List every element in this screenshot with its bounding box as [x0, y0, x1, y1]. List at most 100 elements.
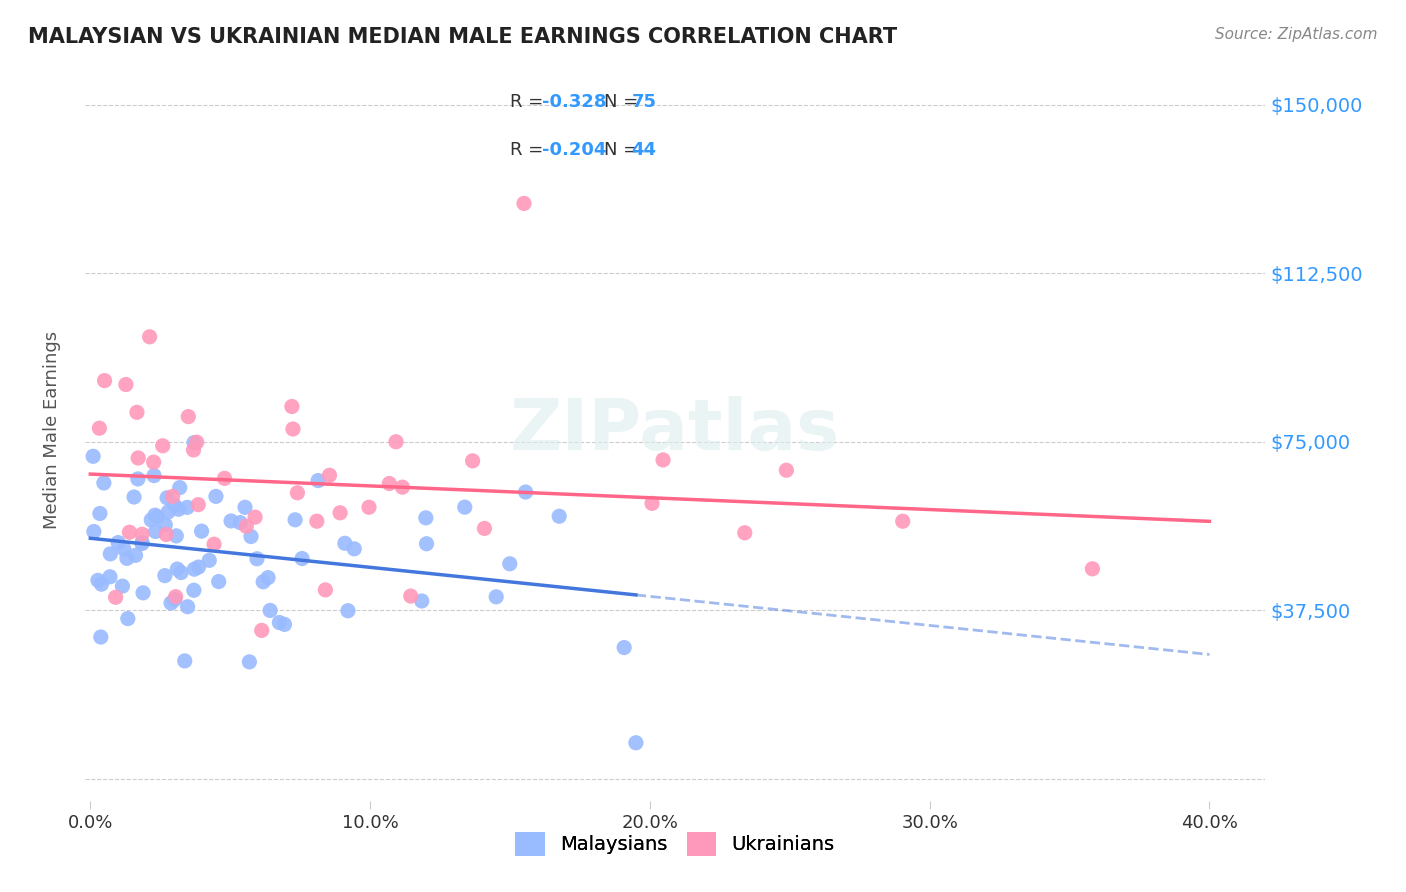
Point: [167, 502, 190, 516]
Point: [187, 560, 209, 574]
Point: [273, 617, 295, 632]
Point: [269, 615, 291, 630]
Point: [307, 474, 329, 488]
Point: [98, 547, 121, 561]
Point: [238, 655, 260, 669]
Point: [229, 516, 252, 530]
Text: MALAYSIAN VS UKRAINIAN MEDIAN MALE EARNINGS CORRELATION CHART: MALAYSIAN VS UKRAINIAN MEDIAN MALE EARNI…: [28, 27, 897, 46]
Point: [125, 405, 148, 419]
Point: [170, 566, 193, 580]
Point: [183, 435, 205, 450]
Text: 75: 75: [631, 93, 657, 111]
Point: [284, 513, 307, 527]
Point: [160, 596, 183, 610]
Point: [252, 574, 274, 589]
Point: [138, 330, 160, 344]
Point: [357, 500, 380, 515]
Point: [411, 594, 433, 608]
Point: [155, 527, 177, 541]
Point: [89, 507, 111, 521]
Point: [548, 509, 571, 524]
Point: [169, 481, 191, 495]
Text: -0.204: -0.204: [541, 141, 606, 159]
Point: [124, 549, 146, 563]
Point: [415, 511, 437, 525]
Point: [163, 499, 186, 513]
Point: [131, 535, 153, 549]
Point: [145, 524, 167, 539]
Legend: Malaysians, Ukrainians: Malaysians, Ukrainians: [506, 822, 845, 865]
Point: [233, 500, 256, 515]
Text: R =: R =: [510, 141, 548, 159]
Point: [485, 590, 508, 604]
Point: [87, 574, 110, 588]
Point: [734, 525, 756, 540]
Point: [499, 557, 522, 571]
Point: [117, 611, 139, 625]
Point: [219, 514, 242, 528]
Point: [513, 196, 536, 211]
Point: [183, 442, 205, 457]
Text: -0.328: -0.328: [541, 93, 606, 111]
Point: [118, 525, 141, 540]
Point: [243, 510, 266, 524]
Y-axis label: Median Male Earnings: Median Male Earnings: [44, 331, 60, 530]
Point: [132, 586, 155, 600]
Point: [314, 582, 336, 597]
Point: [173, 654, 195, 668]
Point: [177, 409, 200, 424]
Point: [287, 485, 309, 500]
Point: [205, 489, 228, 503]
Point: [176, 500, 198, 515]
Point: [378, 476, 401, 491]
Point: [305, 514, 328, 528]
Point: [143, 468, 166, 483]
Point: [641, 496, 664, 510]
Point: [190, 524, 212, 538]
Point: [90, 630, 112, 644]
Point: [89, 421, 111, 435]
Point: [146, 509, 169, 524]
Point: [259, 603, 281, 617]
Point: [127, 472, 149, 486]
Point: [90, 577, 112, 591]
Point: [142, 455, 165, 469]
Point: [281, 422, 304, 436]
Point: [474, 521, 496, 535]
Point: [122, 490, 145, 504]
Point: [391, 480, 413, 494]
Point: [461, 454, 484, 468]
Point: [208, 574, 231, 589]
Point: [183, 583, 205, 598]
Point: [165, 590, 187, 604]
Point: [333, 536, 356, 550]
Point: [83, 524, 105, 539]
Point: [156, 491, 179, 505]
Text: N =: N =: [605, 141, 644, 159]
Point: [652, 453, 675, 467]
Point: [82, 450, 104, 464]
Point: [281, 400, 304, 414]
Point: [165, 529, 187, 543]
Point: [143, 508, 166, 523]
Point: [162, 489, 184, 503]
Point: [257, 571, 280, 585]
Point: [93, 374, 115, 388]
Point: [157, 505, 180, 519]
Point: [115, 551, 138, 566]
Point: [515, 485, 537, 500]
Point: [291, 551, 314, 566]
Point: [235, 519, 257, 533]
Point: [186, 435, 208, 450]
Point: [153, 568, 176, 582]
Point: [454, 500, 477, 515]
Point: [385, 434, 408, 449]
Point: [115, 377, 138, 392]
Text: N =: N =: [605, 93, 644, 111]
Point: [166, 562, 188, 576]
Point: [183, 562, 205, 576]
Point: [246, 551, 269, 566]
Point: [399, 589, 422, 603]
Point: [98, 570, 121, 584]
Point: [152, 439, 174, 453]
